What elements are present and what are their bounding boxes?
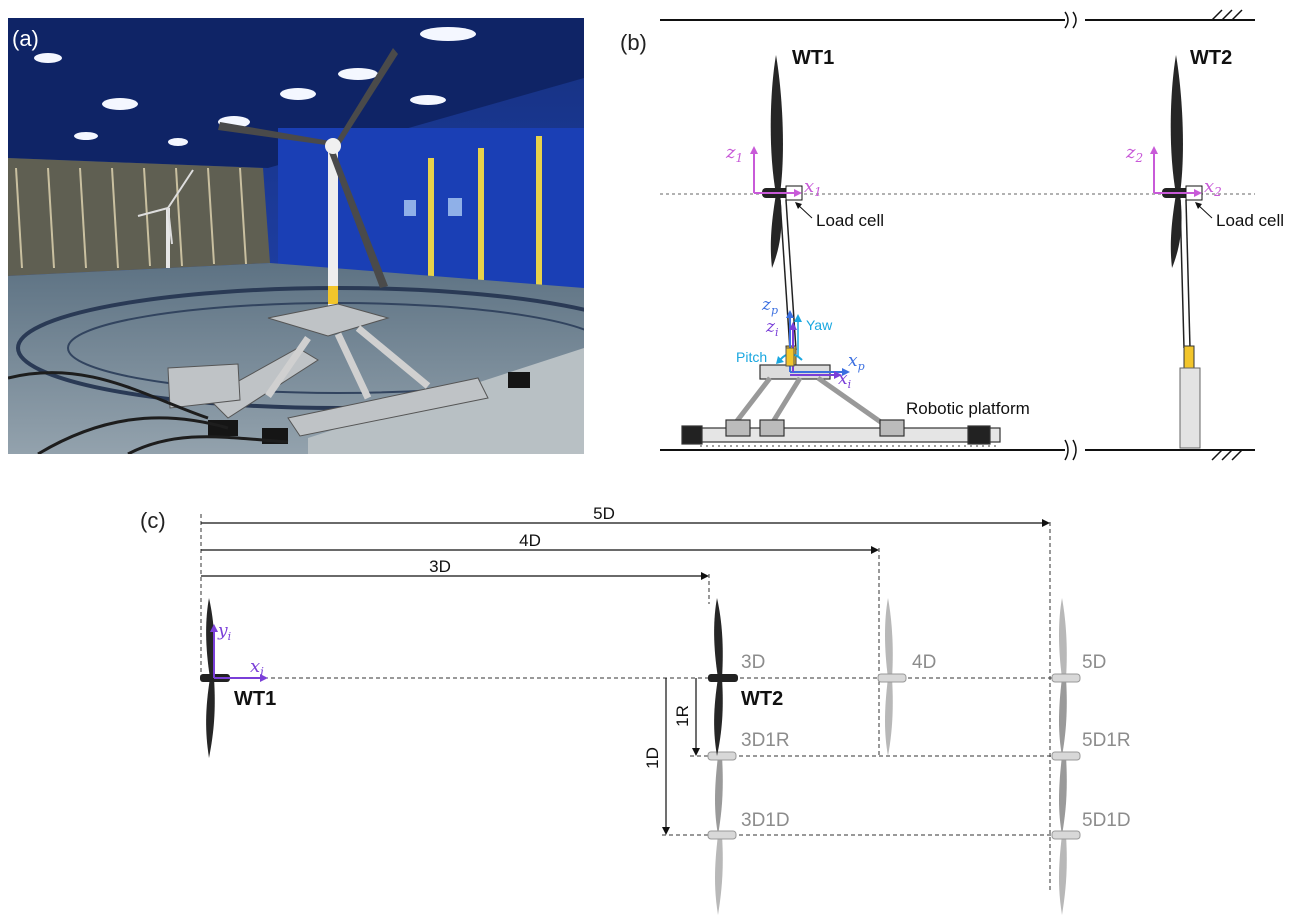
wt2-top-view <box>708 598 738 756</box>
load-cell-label-2: Load cell <box>1216 211 1284 230</box>
axis-x1-label: x1 <box>804 176 822 199</box>
dim-3d-label: 3D <box>429 557 451 576</box>
hatch-top <box>1211 9 1243 21</box>
dim-5d-label: 5D <box>593 504 615 523</box>
break-mark-top <box>1064 11 1077 29</box>
axis-yi-label: yi <box>217 621 231 643</box>
wt1-axes <box>750 146 802 197</box>
break-mark-bottom <box>1064 439 1077 461</box>
wind-tunnel-photo: (a) <box>8 18 584 454</box>
robotic-platform-drawing <box>681 364 1001 447</box>
dim-5d-arrow <box>201 519 1050 527</box>
axis-xp-label: xp <box>848 351 865 373</box>
dim-1d-arrow <box>662 678 670 835</box>
axis-xi-label: xi <box>838 369 851 391</box>
wt2-rotor <box>1162 55 1203 268</box>
yaw-label: Yaw <box>806 317 833 333</box>
ghost-turbines <box>707 598 1081 915</box>
wt1-label-b: WT1 <box>792 47 834 69</box>
dim-3d-arrow <box>201 572 709 580</box>
wt2-pedestal <box>1179 367 1201 449</box>
position-label: 5D1R <box>1082 730 1131 751</box>
dim-4d-arrow <box>201 546 879 554</box>
dim-1r-label: 1R <box>673 705 692 727</box>
position-label: 5D1D <box>1082 810 1131 831</box>
hatch-bottom <box>1211 449 1243 461</box>
axis-x2-label: x2 <box>1204 176 1222 199</box>
axis-z1-label: z1 <box>725 142 743 165</box>
position-label: 3D <box>741 652 765 673</box>
load-cell-label-1: Load cell <box>816 211 884 230</box>
wt1-label-c: WT1 <box>234 688 276 710</box>
axis-zp-label: zp <box>761 295 778 317</box>
robotic-platform-label: Robotic platform <box>906 399 1030 418</box>
dim-1d-label: 1D <box>643 747 662 769</box>
axis-xi-label-c: xi <box>250 656 264 679</box>
platform-axes <box>776 310 850 379</box>
top-view-diagram: 5D 4D 3D 1R 1D <box>200 504 1131 915</box>
position-label: 5D <box>1082 652 1106 673</box>
axis-z2-label: z2 <box>1125 142 1143 165</box>
pitch-label: Pitch <box>736 349 767 365</box>
wt2-label-c: WT2 <box>741 688 783 710</box>
dim-1r-arrow <box>692 678 700 756</box>
wt2-axes <box>1150 146 1202 197</box>
wt1-top-view <box>200 598 268 758</box>
panel-label-b: (b) <box>620 30 647 55</box>
position-label: 3D1R <box>741 730 790 751</box>
panel-label-a: (a) <box>12 26 39 51</box>
panel-label-c: (c) <box>140 508 166 533</box>
dim-4d-label: 4D <box>519 531 541 550</box>
panel-c-top-view: (c) 5D 4D 3D <box>0 470 1304 915</box>
wt2-label-b: WT2 <box>1190 47 1232 69</box>
position-label: 3D1D <box>741 810 790 831</box>
axis-zi-label: zi <box>765 317 779 339</box>
photo-illustration <box>8 18 584 454</box>
position-label: 4D <box>912 652 936 673</box>
side-view-diagram: z1 x1 Load cell WT1 zp zi Yaw Pitch xp <box>660 9 1284 461</box>
panel-b-side-view: (b) <box>600 0 1304 470</box>
